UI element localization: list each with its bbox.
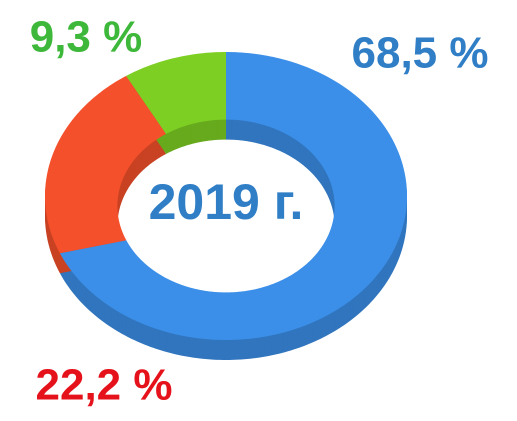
center-label: 2019 г.	[149, 174, 304, 230]
value-label: 22,2 %	[36, 361, 173, 410]
slice	[59, 52, 407, 340]
value-label: 68,5 %	[352, 29, 489, 78]
slice	[126, 52, 226, 134]
donut-slices	[45, 52, 407, 340]
value-label: 9,3 %	[30, 13, 143, 62]
slice	[45, 75, 167, 254]
